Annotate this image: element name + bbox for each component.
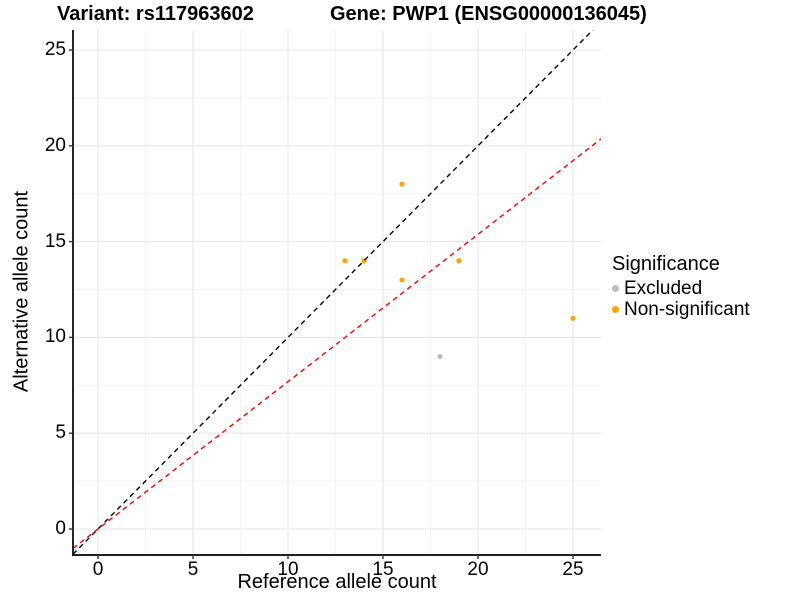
data-point-non-significant — [456, 258, 462, 264]
allelic-ratio-line — [73, 138, 601, 549]
minor-gridlines — [73, 30, 601, 555]
legend-item: Excluded — [612, 278, 750, 299]
legend-swatch-icon — [612, 306, 619, 313]
data-point-non-significant — [342, 258, 348, 264]
legend-title: Significance — [612, 253, 720, 275]
x-axis-title: Reference allele count — [237, 571, 437, 593]
variant-title: Variant: rs117963602 — [57, 3, 254, 25]
axes — [69, 30, 601, 559]
data-point-excluded — [437, 353, 443, 360]
reference-lines — [73, 30, 601, 555]
x-tick-label: 25 — [562, 559, 584, 580]
data-point-non-significant — [399, 277, 405, 283]
major-gridlines — [73, 30, 601, 555]
identity-line — [73, 30, 594, 555]
y-tick-label: 0 — [55, 518, 66, 539]
data-point-non-significant — [399, 181, 405, 187]
y-tick-label: 5 — [55, 422, 66, 444]
legend-item: Non-significant — [612, 299, 750, 320]
legend: Significance Excluded Non-significant — [612, 253, 750, 320]
legend-items: Excluded Non-significant — [612, 278, 750, 320]
y-tick-label: 20 — [44, 134, 66, 156]
legend-swatch-icon — [612, 285, 619, 292]
y-tick-label: 10 — [44, 326, 66, 348]
legend-item-label: Non-significant — [624, 298, 750, 320]
gene-title: Gene: PWP1 (ENSG00000136045) — [330, 3, 647, 25]
x-tick-label: 15 — [372, 559, 394, 580]
data-points — [342, 181, 576, 360]
data-point-non-significant — [570, 315, 576, 321]
legend-item-label: Excluded — [624, 277, 703, 299]
x-tick-label: 5 — [187, 559, 199, 580]
x-tick-label: 10 — [277, 559, 299, 580]
y-tick-label: 25 — [44, 39, 66, 60]
x-tick-label: 20 — [467, 559, 489, 580]
y-tick-label: 15 — [44, 230, 66, 252]
x-tick-label: 0 — [92, 559, 104, 580]
